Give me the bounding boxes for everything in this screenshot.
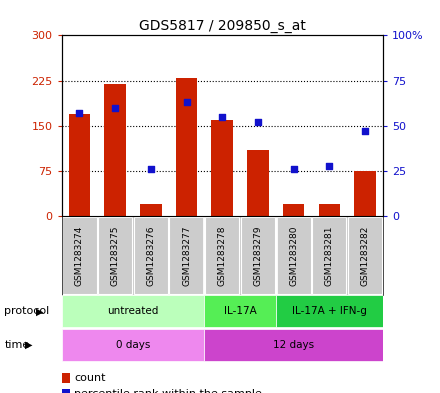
Bar bbox=[69, 114, 90, 216]
Text: IL-17A: IL-17A bbox=[224, 307, 257, 316]
Text: protocol: protocol bbox=[4, 307, 50, 316]
Bar bbox=[98, 217, 132, 294]
Text: GSM1283277: GSM1283277 bbox=[182, 225, 191, 286]
Point bbox=[112, 105, 119, 111]
Bar bbox=[176, 77, 197, 216]
Text: GSM1283279: GSM1283279 bbox=[253, 225, 262, 286]
Text: untreated: untreated bbox=[107, 307, 159, 316]
Text: time: time bbox=[4, 340, 29, 350]
Text: IL-17A + IFN-g: IL-17A + IFN-g bbox=[292, 307, 367, 316]
Bar bbox=[62, 217, 96, 294]
Point bbox=[183, 99, 190, 105]
Bar bbox=[276, 296, 383, 327]
Bar bbox=[204, 329, 383, 361]
Text: GSM1283280: GSM1283280 bbox=[289, 225, 298, 286]
Text: GSM1283274: GSM1283274 bbox=[75, 225, 84, 286]
Point bbox=[361, 128, 368, 134]
Text: count: count bbox=[74, 373, 106, 383]
Bar bbox=[140, 204, 161, 216]
Text: ▶: ▶ bbox=[36, 307, 44, 316]
Bar bbox=[348, 217, 382, 294]
Bar bbox=[283, 204, 304, 216]
Bar bbox=[204, 296, 276, 327]
Text: 0 days: 0 days bbox=[116, 340, 150, 350]
Text: GSM1283278: GSM1283278 bbox=[218, 225, 227, 286]
Point bbox=[326, 162, 333, 169]
Bar bbox=[62, 329, 204, 361]
Bar bbox=[241, 217, 275, 294]
Bar bbox=[354, 171, 376, 216]
Text: GSM1283275: GSM1283275 bbox=[110, 225, 120, 286]
Text: 12 days: 12 days bbox=[273, 340, 314, 350]
Text: GSM1283281: GSM1283281 bbox=[325, 225, 334, 286]
Point bbox=[290, 166, 297, 172]
Bar bbox=[312, 217, 346, 294]
Bar bbox=[205, 217, 239, 294]
Bar bbox=[247, 150, 268, 216]
Bar bbox=[62, 296, 204, 327]
Point bbox=[147, 166, 154, 172]
Text: GSM1283276: GSM1283276 bbox=[147, 225, 155, 286]
Text: percentile rank within the sample: percentile rank within the sample bbox=[74, 389, 262, 393]
Point bbox=[219, 114, 226, 120]
Point bbox=[76, 110, 83, 116]
Bar bbox=[104, 84, 126, 216]
Bar bbox=[276, 217, 311, 294]
Text: GSM1283282: GSM1283282 bbox=[360, 225, 370, 286]
Point bbox=[254, 119, 261, 125]
Bar bbox=[212, 120, 233, 216]
Bar bbox=[134, 217, 168, 294]
Bar bbox=[319, 204, 340, 216]
Title: GDS5817 / 209850_s_at: GDS5817 / 209850_s_at bbox=[139, 19, 306, 33]
Bar bbox=[169, 217, 204, 294]
Text: ▶: ▶ bbox=[25, 340, 32, 350]
